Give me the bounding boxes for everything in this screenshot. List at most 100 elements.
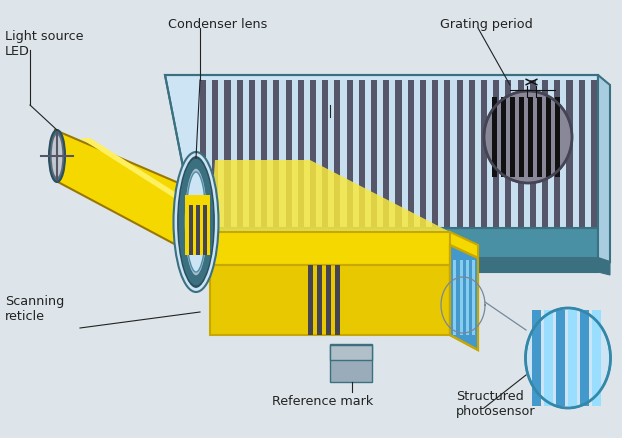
- Ellipse shape: [186, 172, 206, 272]
- Polygon shape: [598, 75, 610, 262]
- Bar: [231, 80, 236, 228]
- Bar: [519, 97, 524, 177]
- Bar: [285, 80, 292, 228]
- Text: Scanning
reticle: Scanning reticle: [5, 295, 64, 323]
- Polygon shape: [185, 195, 210, 255]
- Bar: [196, 205, 200, 255]
- Bar: [450, 260, 453, 335]
- Bar: [463, 80, 469, 228]
- Bar: [518, 80, 524, 228]
- Bar: [317, 265, 322, 335]
- Polygon shape: [195, 228, 598, 258]
- Bar: [457, 260, 460, 335]
- Bar: [481, 80, 487, 228]
- Polygon shape: [450, 265, 478, 350]
- Bar: [322, 80, 328, 228]
- Polygon shape: [450, 245, 478, 350]
- Bar: [573, 80, 578, 228]
- Polygon shape: [80, 138, 200, 208]
- Bar: [267, 80, 273, 228]
- Bar: [542, 80, 548, 228]
- Text: Structured
photosensor: Structured photosensor: [456, 390, 536, 418]
- Bar: [407, 80, 414, 228]
- Bar: [537, 97, 542, 177]
- Text: Light source
LED: Light source LED: [5, 30, 83, 58]
- Bar: [546, 97, 551, 177]
- Bar: [580, 310, 589, 406]
- Bar: [249, 80, 255, 228]
- Bar: [476, 260, 478, 335]
- Bar: [544, 310, 553, 406]
- Bar: [506, 80, 511, 228]
- Bar: [578, 80, 585, 228]
- Bar: [225, 80, 231, 228]
- Polygon shape: [598, 258, 610, 275]
- Bar: [330, 344, 372, 382]
- Polygon shape: [210, 265, 450, 335]
- Ellipse shape: [184, 168, 208, 276]
- Text: Condenser lens: Condenser lens: [168, 18, 267, 31]
- Bar: [466, 260, 469, 335]
- Bar: [555, 97, 560, 177]
- Bar: [273, 80, 279, 228]
- Bar: [450, 80, 457, 228]
- Bar: [463, 260, 466, 335]
- Bar: [383, 80, 389, 228]
- Bar: [528, 97, 533, 177]
- Bar: [453, 260, 456, 335]
- Bar: [308, 265, 313, 335]
- Bar: [365, 80, 371, 228]
- Ellipse shape: [526, 308, 611, 408]
- Bar: [292, 80, 298, 228]
- Bar: [469, 80, 475, 228]
- Polygon shape: [210, 160, 450, 232]
- Bar: [328, 80, 335, 228]
- Bar: [414, 80, 420, 228]
- Bar: [460, 260, 463, 335]
- Bar: [492, 97, 497, 177]
- Bar: [218, 80, 225, 228]
- Bar: [261, 80, 267, 228]
- Bar: [499, 80, 506, 228]
- Bar: [304, 80, 310, 228]
- Bar: [420, 80, 426, 228]
- Bar: [330, 345, 372, 360]
- Bar: [396, 80, 402, 228]
- Polygon shape: [165, 75, 598, 228]
- Bar: [532, 310, 541, 406]
- Bar: [402, 80, 407, 228]
- Bar: [326, 265, 331, 335]
- Text: Scale: Scale: [305, 95, 340, 108]
- Bar: [560, 80, 567, 228]
- Bar: [298, 80, 304, 228]
- Ellipse shape: [49, 130, 65, 182]
- Bar: [568, 310, 577, 406]
- Bar: [243, 80, 249, 228]
- Ellipse shape: [484, 91, 572, 183]
- Polygon shape: [450, 232, 478, 278]
- Bar: [439, 80, 444, 228]
- Ellipse shape: [51, 134, 63, 178]
- Bar: [554, 80, 560, 228]
- Text: Grating period: Grating period: [440, 18, 533, 31]
- Bar: [469, 260, 472, 335]
- Bar: [457, 80, 463, 228]
- Bar: [501, 97, 506, 177]
- Bar: [255, 80, 261, 228]
- Bar: [346, 80, 353, 228]
- Polygon shape: [55, 130, 195, 255]
- Bar: [511, 80, 518, 228]
- Bar: [310, 80, 316, 228]
- Bar: [335, 80, 340, 228]
- Bar: [510, 97, 515, 177]
- Bar: [592, 310, 601, 406]
- Bar: [536, 80, 542, 228]
- Text: Reference mark: Reference mark: [272, 395, 373, 408]
- Bar: [493, 80, 499, 228]
- Bar: [236, 80, 243, 228]
- Bar: [371, 80, 377, 228]
- Bar: [353, 80, 359, 228]
- Bar: [530, 80, 536, 228]
- Bar: [335, 265, 340, 335]
- Bar: [212, 80, 218, 228]
